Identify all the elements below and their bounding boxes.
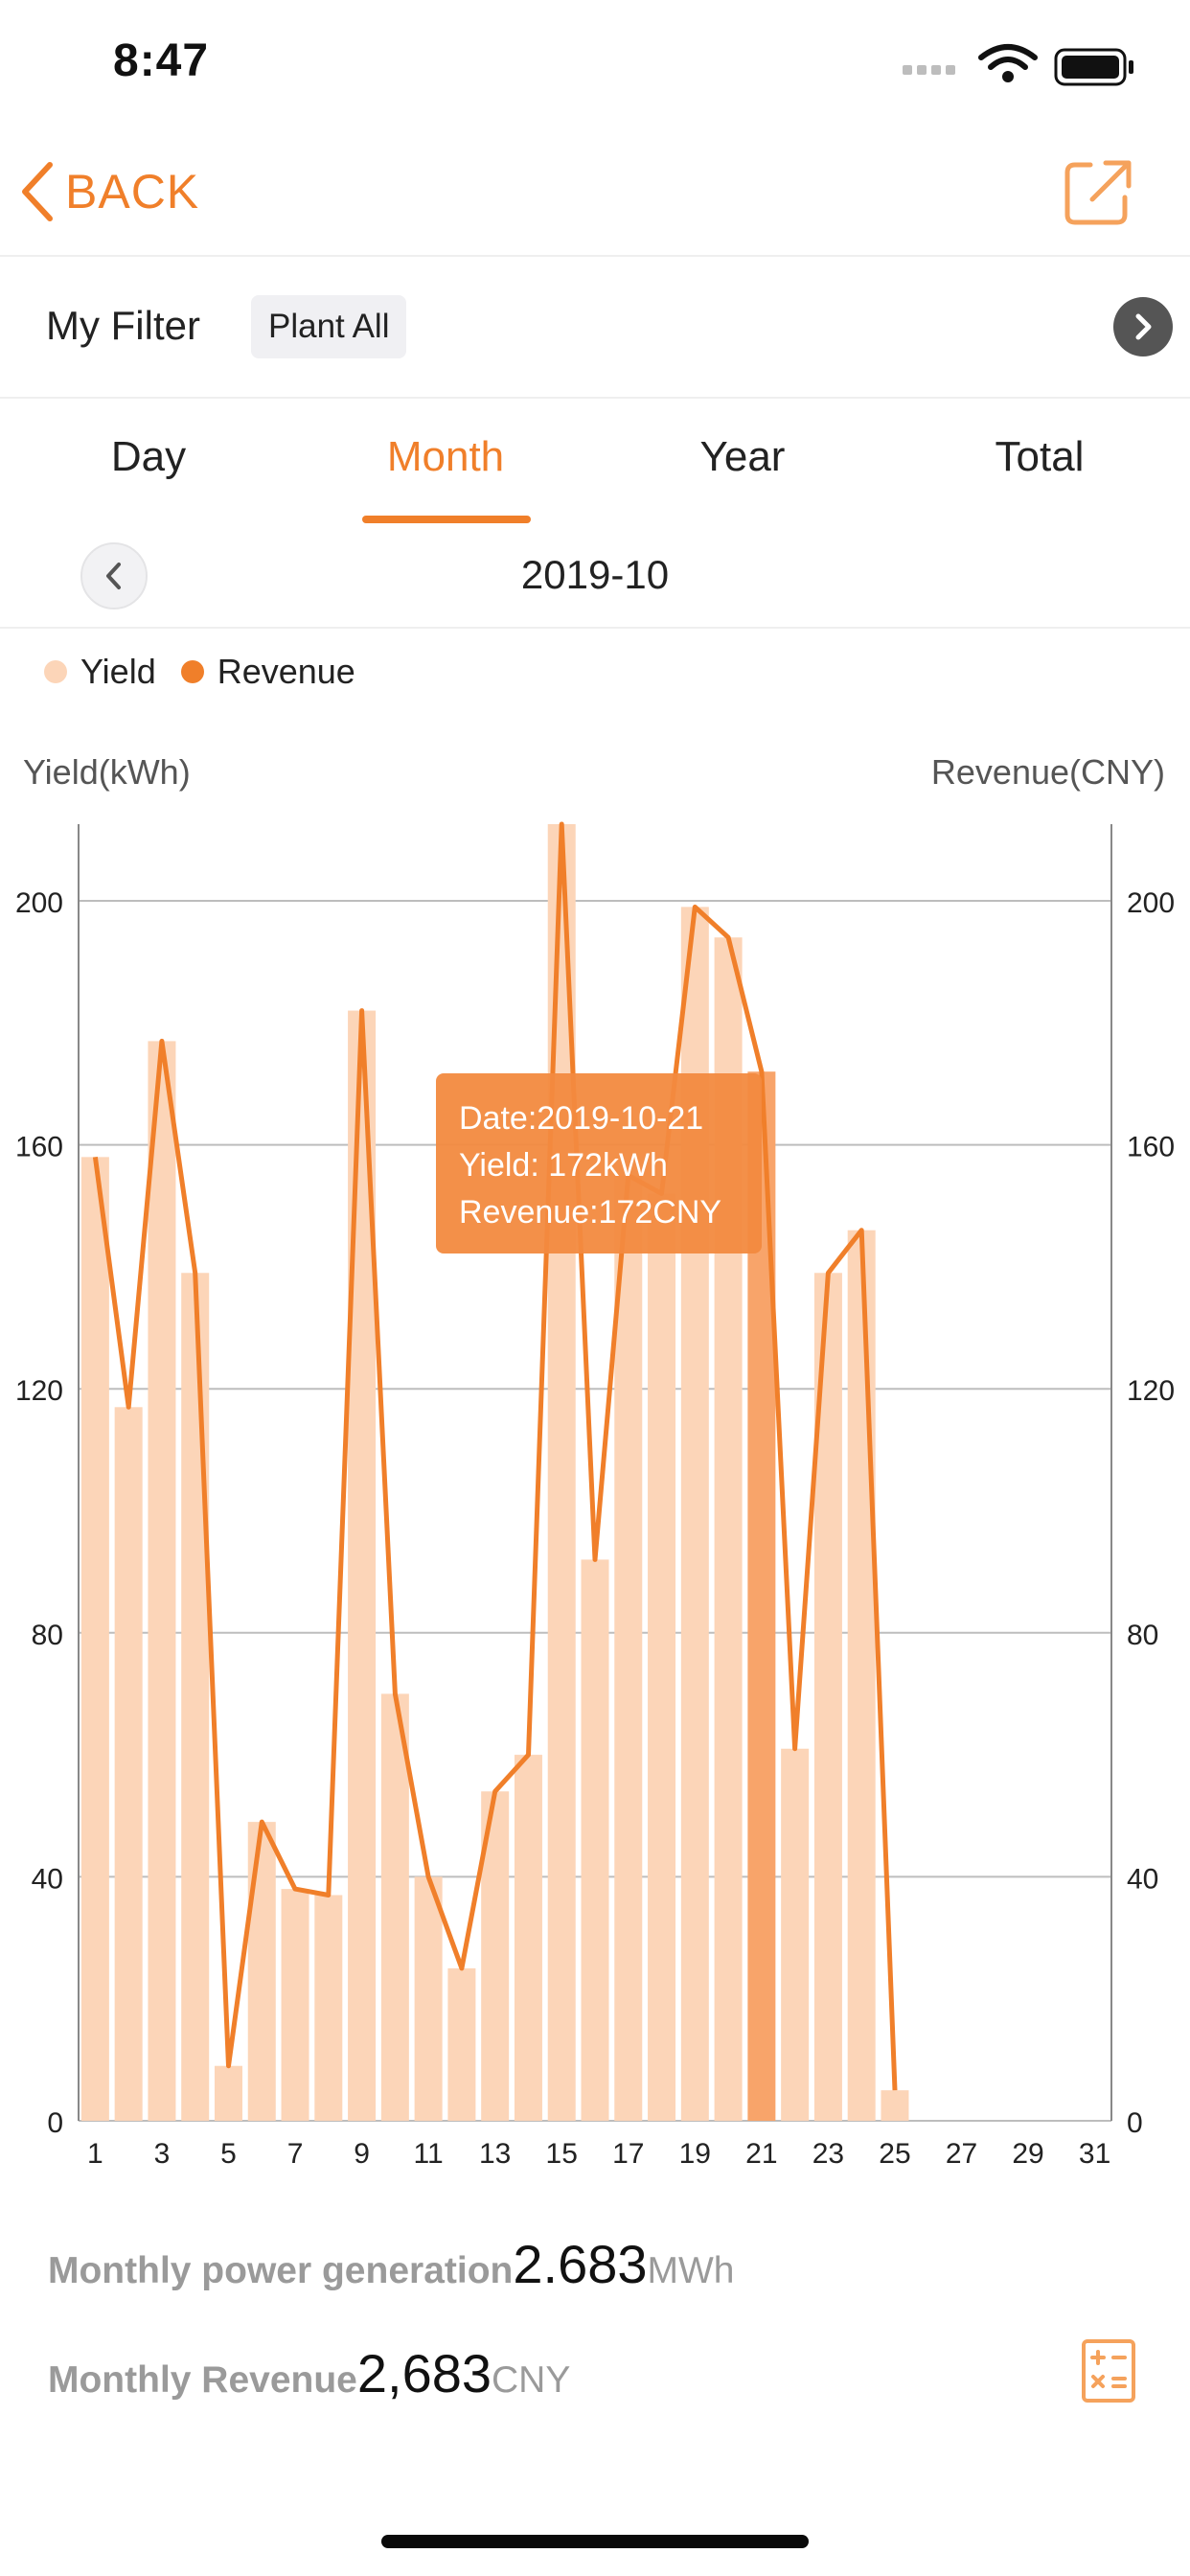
monthly-revenue-value: 2,683 [356,2343,492,2404]
revenue-line [92,821,898,2091]
yield-bar [781,1748,810,2121]
monthly-generation-unit: MWh [647,2250,735,2291]
tooltip-line: Date:2019-10-21 [459,1100,703,1137]
home-indicator [381,2535,809,2548]
calculator-icon[interactable] [1081,2338,1136,2404]
prev-month-button[interactable] [80,542,148,610]
chevron-right-icon [1135,313,1152,340]
legend-yield-label: Yield [80,652,156,691]
tab-underline [362,516,531,523]
x-tick-label: 7 [287,2138,304,2166]
cellular-signal-icon [903,65,955,75]
wifi-icon [978,44,1038,70]
y-axis-left-title: Yield(kWh) [23,752,191,792]
y-tick-right: 0 [1127,2107,1143,2139]
yield-bar [847,1230,876,2121]
chevron-left-icon [106,563,121,589]
legend-revenue-label: Revenue [217,652,355,691]
battery-icon [1054,48,1133,86]
y-axis-right-title: Revenue(CNY) [931,752,1165,792]
tab-day[interactable]: Day [110,433,187,480]
tooltip-line: Yield: 172kWh [459,1147,668,1184]
divider [0,397,1190,399]
y-tick-left: 40 [32,1863,63,1895]
yield-bar [281,1889,309,2121]
monthly-generation-value: 2.683 [513,2234,648,2294]
y-tick-right: 80 [1127,1620,1158,1651]
tab-year[interactable]: Year [699,433,786,480]
monthly-revenue-unit: CNY [492,2359,571,2401]
tooltip-line: Revenue:172CNY [459,1194,721,1230]
share-icon[interactable] [1060,153,1136,230]
back-label: BACK [65,165,200,218]
x-tick-label: 31 [1079,2138,1110,2166]
yield-bar [314,1895,343,2121]
y-tick-left: 200 [15,887,63,919]
yield-bar [614,1175,643,2121]
status-icons [903,44,1133,86]
chart-tooltip [436,1073,762,1254]
back-button[interactable]: BACK [17,153,199,230]
yield-bar [881,2090,909,2121]
x-tick-label: 17 [612,2138,644,2166]
yield-bar [247,1822,276,2121]
y-tick-right: 200 [1127,887,1175,919]
yield-bar [648,1193,676,2121]
monthly-generation-row: Monthly power generation 2.683 MWh [48,2233,735,2295]
filter-next-button[interactable] [1113,297,1173,356]
x-tick-label: 19 [679,2138,711,2166]
monthly-revenue-row: Monthly Revenue 2,683 CNY [48,2342,570,2404]
filter-label: My Filter [46,303,200,348]
x-tick-label: 9 [354,2138,370,2166]
x-tick-label: 21 [745,2138,777,2166]
divider [0,255,1190,257]
tab-month[interactable]: Month [386,433,505,480]
yield-bar [447,1967,476,2121]
yield-bar [380,1693,409,2121]
y-tick-left: 160 [15,1132,63,1163]
x-tick-label: 11 [414,2138,444,2166]
chart-legend: Yield Revenue [44,652,380,692]
chevron-left-icon [22,162,53,221]
monthly-revenue-label: Monthly Revenue [48,2359,357,2401]
yield-bar [148,1041,176,2121]
yield-bar [514,1755,542,2121]
yield-bar [581,1559,609,2121]
date-label: 2019-10 [520,552,670,597]
y-tick-left: 120 [15,1375,63,1407]
legend-revenue-dot [180,660,204,683]
yield-bar [414,1876,443,2121]
y-tick-right: 120 [1127,1375,1175,1407]
legend-yield[interactable]: Yield [44,652,156,692]
yield-revenue-chart[interactable]: Yield(kWh) Revenue(CNY) 0 0 40 40 80 80 120 120 16… [0,728,1190,2166]
yield-bar [114,1407,143,2121]
divider [0,627,1190,629]
monthly-generation-label: Monthly power generation [48,2250,514,2291]
y-tick-left: 80 [32,1620,63,1651]
y-tick-right: 160 [1127,1132,1175,1163]
status-time: 8:47 [113,35,210,86]
tab-total[interactable]: Total [995,433,1085,480]
x-tick-label: 25 [879,2138,910,2166]
filter-chip[interactable]: Plant All [251,295,407,358]
yield-bar [80,1157,109,2121]
x-tick-label: 5 [220,2138,237,2166]
x-tick-label: 23 [812,2138,844,2166]
yield-bar [181,1273,210,2121]
y-tick-left: 0 [47,2107,63,2139]
x-tick-label: 27 [946,2138,977,2166]
x-tick-label: 29 [1012,2138,1043,2166]
x-tick-label: 13 [479,2138,511,2166]
legend-revenue[interactable]: Revenue [180,652,355,692]
legend-yield-dot [44,660,67,683]
x-tick-label: 1 [87,2138,103,2166]
x-tick-label: 3 [154,2138,171,2166]
yield-bar [214,2065,242,2121]
x-tick-label: 15 [546,2138,578,2166]
y-tick-right: 40 [1127,1863,1158,1895]
